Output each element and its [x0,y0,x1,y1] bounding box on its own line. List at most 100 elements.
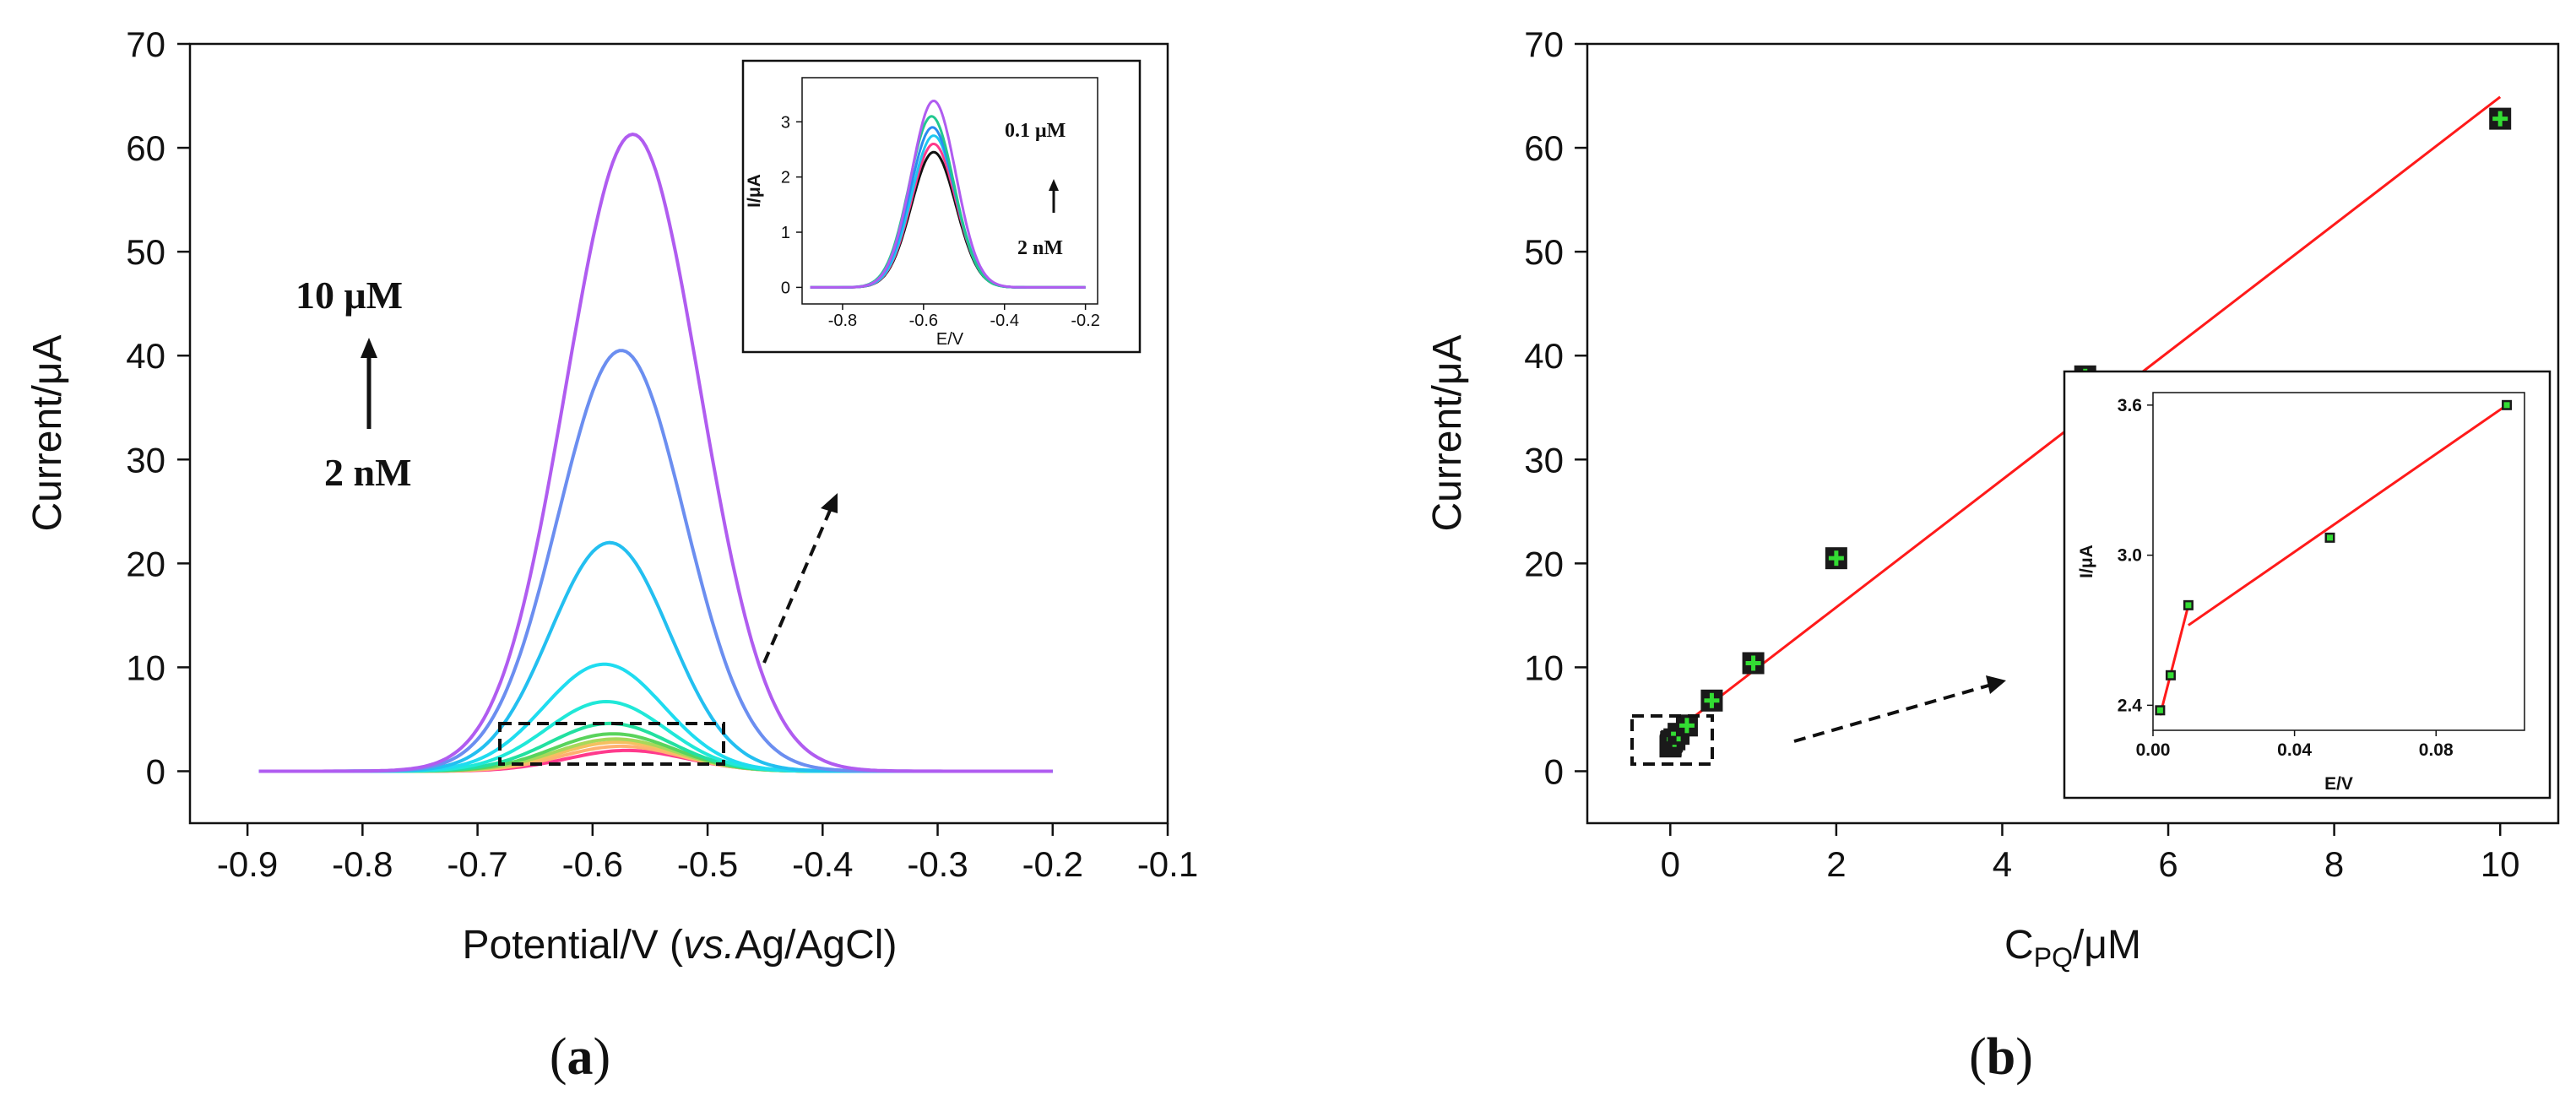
panel-a-curve-5nM [258,744,1053,773]
panel-a-zoom-arrowhead [821,493,838,513]
panel-b-y-tick-label: 60 [1524,128,1564,168]
panel-a-inset-x-tick-label: -0.4 [990,312,1018,330]
panel-b-label: (b) [1969,1028,2033,1086]
panel-a-plot-frame [188,42,1169,825]
panel-a-x-tick-label: -0.6 [562,844,623,884]
panel-a-inset-x-label: E/V [936,330,964,349]
panel-a-inset-x-tick-label: -0.8 [828,312,857,330]
panel-a-y-tick-label: 70 [126,24,165,64]
panel-a-inset-y-label: I/μA [745,174,764,208]
panel-a-x-tick-label: -0.1 [1137,844,1198,884]
panel-a-chart: -0.9 -0.8 -0.7 -0.6 -0.5 -0.4 -0.3 -0.2 -0.1 010… [25,24,1198,1086]
panel-b-x-tick-label: 0 [1661,844,1680,884]
panel-a-inset: -0.8 -0.6 -0.4 -0.2 0 1 2 3 I/μA E/V 0.1 μM 2 … [741,59,1142,354]
panel-b-y-tick-label: 20 [1524,544,1564,583]
panel-a-y-axis-label: Current/μA [25,334,70,531]
panel-a-zoom-box [498,722,725,766]
panel-a-x-tick-label: -0.9 [217,844,278,884]
panel-a-inset-y-tick-label: 2 [781,169,790,187]
panel-a-curve-5μM [258,349,1053,773]
panel-b-point [1742,652,1765,675]
panel-b-x-tick-label: 8 [2324,844,2344,884]
panel-b-x-tick-label: 4 [1993,844,2012,884]
panel-b-inset-point [2324,532,2335,543]
panel-a-y-tick-label: 60 [126,128,165,168]
panel-b-inset-y-axis: 2.4 3.0 3.6 [2118,396,2153,715]
panel-b-inset-points [2155,399,2513,716]
panel-b-inset-point-face [2503,402,2510,409]
panel-b-inset-x-axis: 0.00 0.04 0.08 [2136,730,2454,760]
panel-a-x-tick-label: -0.7 [447,844,507,884]
panel-a-inset-arrowhead [1049,179,1059,191]
panel-a-x-tick-label: -0.2 [1022,844,1083,884]
panel-a-curves [258,133,1053,773]
panel-a-curve-2nM [258,748,1053,773]
panel-b-inset-frame [2063,370,2552,800]
panel-b-inset-y-tick-label: 3.6 [2118,396,2142,415]
panel-a-inset-annotation-bottom: 2 nM [1017,237,1063,259]
panel-b-inset-y-tick-label: 2.4 [2118,696,2143,715]
panel-a-zoom-arrow [762,506,833,664]
panel-a-inset-annotation-top: 0.1 μM [1005,120,1066,142]
panel-a-inset-plot [801,77,1098,305]
panel-b-y-axis-label: Current/μA [1425,334,1470,531]
panel-b-chart: 0 2 4 6 8 10 0 10 20 30 40 50 60 70 Current/μA CPQ/μ… [1425,24,2560,1086]
panel-a-inset-curve-0.1μM [810,99,1086,289]
panel-b-inset-point [2165,670,2176,680]
panel-b-point [2489,107,2512,130]
panel-a-inset-y-tick-label: 3 [781,113,790,132]
panel-b-inset-x-tick-label: 0.04 [2277,740,2312,760]
panel-b-x-tick-label: 10 [2481,844,2520,884]
panel-a-x-tick-label: -0.8 [332,844,393,884]
panel-a-y-tick-label: 20 [126,544,165,583]
panel-b-x-axis-label: CPQ/μM [2004,923,2141,973]
panel-a-x-axis-label: Potential/V (vs.Ag/AgCl) [463,923,898,968]
panel-a-x-tick-label: -0.3 [907,844,968,884]
panel-b-inset-fit [2158,404,2508,716]
panel-a-y-tick-label: 0 [146,751,165,791]
panel-b-inset-point-face [2167,672,2174,679]
panel-a-annotation-top: 10 μM [296,274,403,317]
panel-a-x-tick-label: -0.4 [792,844,853,884]
panel-b-inset-fit-segment [2158,605,2190,716]
panel-b-inset-y-label: I/μA [2077,545,2096,578]
panel-b-y-axis: 0 10 20 30 40 50 60 70 [1524,24,1587,791]
panel-b-inset-point [2183,599,2194,610]
panel-b-y-tick-label: 70 [1524,24,1564,64]
panel-b-point [1700,689,1723,712]
panel-b-inset-point [2502,399,2513,410]
panel-a-inset-x-tick-label: -0.6 [909,312,938,330]
panel-b-y-tick-label: 0 [1544,751,1564,791]
panel-b-zoom-box [1630,714,1714,766]
panel-a-inset-x-axis: -0.8 -0.6 -0.4 -0.2 [828,304,1100,330]
panel-a-y-tick-label: 10 [126,648,165,687]
panel-a-x-axis: -0.9 -0.8 -0.7 -0.6 -0.5 -0.4 -0.3 -0.2 -0.1 [217,823,1198,884]
panel-b-inset-plot [2152,392,2525,731]
panel-b-inset: 0.00 0.04 0.08 2.4 3.0 3.6 I/μA E/V [2063,370,2552,800]
panel-a-curve-1μM [258,662,1053,773]
panel-b-x-tick-label: 2 [1826,844,1846,884]
panel-a-y-tick-label: 30 [126,440,165,480]
panel-a-label: (a) [550,1028,610,1086]
panel-a-inset-x-tick-label: -0.2 [1071,312,1099,330]
panel-b-y-tick-label: 50 [1524,232,1564,272]
panel-a-y-tick-label: 50 [126,232,165,272]
panel-a-inset-y-tick-label: 1 [781,224,790,242]
panel-a-inset-y-tick-label: 0 [781,279,790,297]
panel-b-inset-point [2155,705,2166,716]
panel-a-increase-arrowhead [361,338,377,358]
panel-b-point [1675,714,1698,737]
panel-b-inset-fit-segment [2188,404,2508,626]
panel-b-x-axis: 0 2 4 6 8 10 [1661,823,2520,884]
panel-b-point [1825,547,1847,570]
panel-a-curve-10μM [258,133,1053,773]
panel-b-inset-y-tick-label: 3.0 [2118,546,2142,566]
panel-b-inset-point-face [2156,707,2163,713]
panel-a-inset-y-axis: 0 1 2 3 [781,113,802,297]
panel-b-inset-point-face [2185,602,2192,609]
panel-b-x-tick-label: 6 [2158,844,2177,884]
panel-b-plot-frame [1586,42,2560,825]
panel-b-zoom-arrowhead [1986,675,2006,694]
panel-a-x-tick-label: -0.5 [677,844,738,884]
